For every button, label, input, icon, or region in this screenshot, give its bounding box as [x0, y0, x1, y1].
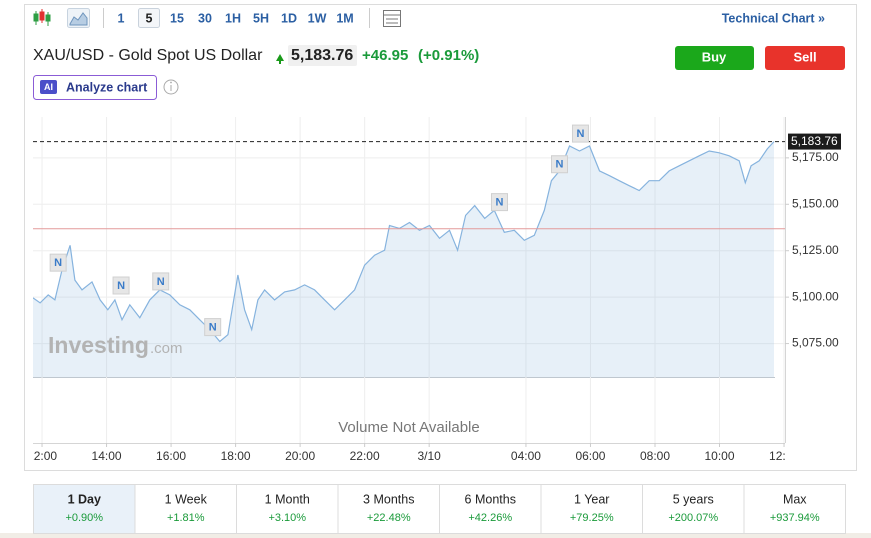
interval[interactable]: 1M: [336, 11, 353, 25]
x-tick-label: 18:00: [221, 449, 251, 463]
period-change[interactable]: +1.81%: [167, 512, 205, 524]
period-change[interactable]: +22.48%: [367, 512, 411, 524]
period-change[interactable]: +937.94%: [770, 512, 820, 524]
news-marker[interactable]: [550, 155, 568, 174]
interval-active[interactable]: [138, 8, 160, 28]
price-change-pct: (+0.91%): [418, 47, 479, 64]
period-change[interactable]: +3.10%: [268, 512, 306, 524]
x-tick-label: 10:00: [704, 449, 734, 463]
news-marker-label[interactable]: N: [209, 322, 217, 334]
buy-button[interactable]: [675, 46, 754, 70]
news-marker[interactable]: [112, 276, 130, 295]
y-tick-label: 5,150.00: [792, 196, 839, 210]
last-price-tag: [788, 133, 841, 150]
y-tick-label: 5,100.00: [792, 289, 839, 303]
ai-badge[interactable]: [40, 80, 57, 94]
last-price-tag-label: 5,183.76: [791, 134, 838, 148]
last-price: 5,183.76: [291, 47, 353, 64]
interval[interactable]: 15: [170, 11, 184, 25]
period-label[interactable]: 1 Week: [165, 492, 208, 506]
info-icon[interactable]: [163, 79, 179, 95]
buy-label[interactable]: Buy: [702, 49, 727, 64]
watermark: Investing: [48, 332, 149, 358]
news-marker[interactable]: [152, 272, 170, 291]
period-change[interactable]: +0.90%: [65, 512, 103, 524]
news-marker-label[interactable]: N: [157, 276, 165, 288]
news-marker-label[interactable]: N: [576, 128, 584, 140]
period-label[interactable]: 1 Month: [265, 492, 310, 506]
news-marker[interactable]: [490, 193, 508, 212]
x-tick-label: 04:00: [511, 449, 541, 463]
watermark-suffix: .com: [150, 340, 183, 357]
interval[interactable]: 5H: [253, 11, 269, 25]
period-label[interactable]: 1 Day: [68, 492, 101, 506]
x-tick-label: 20:00: [285, 449, 315, 463]
ai-badge-text[interactable]: AI: [44, 82, 53, 92]
x-tick-label: 12:00: [769, 449, 799, 463]
x-tick-label: 16:00: [156, 449, 186, 463]
interval[interactable]: 5: [146, 11, 153, 25]
period-label[interactable]: 1 Year: [574, 492, 609, 506]
period-label[interactable]: 6 Months: [465, 492, 516, 506]
news-marker-label[interactable]: N: [117, 280, 125, 292]
x-tick-label: 08:00: [640, 449, 670, 463]
y-tick-label: 5,075.00: [792, 336, 839, 350]
area-icon[interactable]: [67, 8, 90, 28]
interval[interactable]: 1D: [281, 11, 297, 25]
news-marker[interactable]: [571, 124, 589, 143]
x-tick-label: 06:00: [575, 449, 605, 463]
analyze-label[interactable]: Analyze chart: [66, 80, 148, 94]
period-active[interactable]: [34, 485, 135, 533]
area: [33, 141, 774, 377]
period-label[interactable]: Max: [783, 492, 807, 506]
y-tick-label: 5,175.00: [792, 150, 839, 164]
price-bg: [288, 45, 357, 66]
analyze-button[interactable]: [33, 75, 157, 100]
symbol-title: XAU/USD - Gold Spot US Dollar: [33, 47, 263, 64]
price-change: +46.95: [362, 47, 408, 64]
news-marker[interactable]: [204, 318, 222, 337]
period-change[interactable]: +79.25%: [570, 512, 614, 524]
interval[interactable]: 1: [118, 11, 125, 25]
news-marker-label[interactable]: N: [556, 159, 564, 171]
news-marker-label[interactable]: N: [54, 257, 62, 269]
x-tick-label: 22:00: [350, 449, 380, 463]
candle-icon[interactable]: [33, 9, 51, 26]
page-strip: [0, 533, 871, 538]
sell-button[interactable]: [765, 46, 845, 70]
line: [33, 141, 775, 343]
interval[interactable]: 30: [198, 11, 212, 25]
x-tick-label: 12:00: [27, 449, 57, 463]
period-change[interactable]: +42.26%: [468, 512, 512, 524]
sell-label[interactable]: Sell: [793, 49, 816, 64]
volume-note: Volume Not Available: [338, 419, 479, 436]
interval[interactable]: 1W: [308, 11, 327, 25]
news-marker[interactable]: [49, 253, 67, 272]
news-marker-label[interactable]: N: [496, 197, 504, 209]
technical-chart-link[interactable]: Technical Chart »: [722, 11, 825, 25]
x-tick-label: 14:00: [92, 449, 122, 463]
period-label[interactable]: 5 years: [673, 492, 714, 506]
period-label[interactable]: 3 Months: [363, 492, 414, 506]
table-icon[interactable]: [383, 10, 401, 27]
plot: 12:00 14:00 16:00 18:00 20:00 22:00 3/10 04:00 0…: [27, 117, 799, 463]
x-tick-label: 3/10: [417, 449, 441, 463]
up-arrow: [276, 54, 284, 64]
interval[interactable]: 1H: [225, 11, 241, 25]
period-change[interactable]: +200.07%: [668, 512, 718, 524]
y-tick-label: 5,125.00: [792, 243, 839, 257]
